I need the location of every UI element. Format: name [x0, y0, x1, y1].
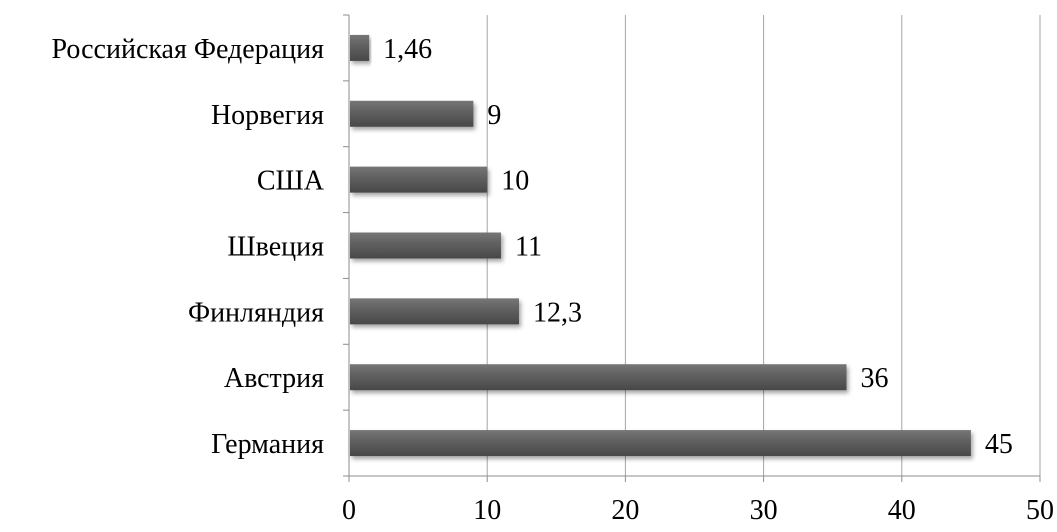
x-tick-label-50: 50	[1026, 495, 1054, 526]
bar-0	[350, 34, 370, 61]
category-label-4: Финляндия	[188, 297, 324, 328]
bar-2	[350, 166, 488, 193]
x-tick-label-0: 0	[342, 495, 356, 526]
category-label-3: Швеция	[227, 232, 324, 263]
data-label-6: 45	[985, 429, 1013, 460]
category-label-1: Норвегия	[211, 100, 324, 131]
data-label-5: 36	[861, 363, 889, 394]
data-label-3: 11	[515, 232, 542, 263]
category-label-6: Германия	[211, 429, 324, 460]
category-label-5: Австрия	[224, 363, 324, 394]
data-label-0: 1,46	[383, 34, 432, 65]
axes	[343, 14, 1041, 482]
category-label-0: Российская Федерация	[52, 34, 325, 65]
x-tick-label-30: 30	[750, 495, 778, 526]
category-label-2: США	[257, 166, 325, 197]
bars	[350, 34, 971, 457]
bar-4	[350, 298, 519, 325]
x-tick-label-10: 10	[473, 495, 501, 526]
x-tick-label-20: 20	[611, 495, 639, 526]
bar-1	[350, 100, 474, 127]
gridlines	[486, 15, 1041, 476]
labels: 0 10 20 30 40 50 Российская Федерация 1,46 Норве…	[52, 34, 1054, 526]
bar-3	[350, 232, 502, 259]
bar-6	[350, 430, 971, 457]
data-label-4: 12,3	[533, 297, 582, 328]
bar-5	[350, 364, 847, 391]
x-tick-label-40: 40	[888, 495, 916, 526]
data-label-1: 9	[487, 100, 501, 131]
data-label-2: 10	[501, 166, 529, 197]
